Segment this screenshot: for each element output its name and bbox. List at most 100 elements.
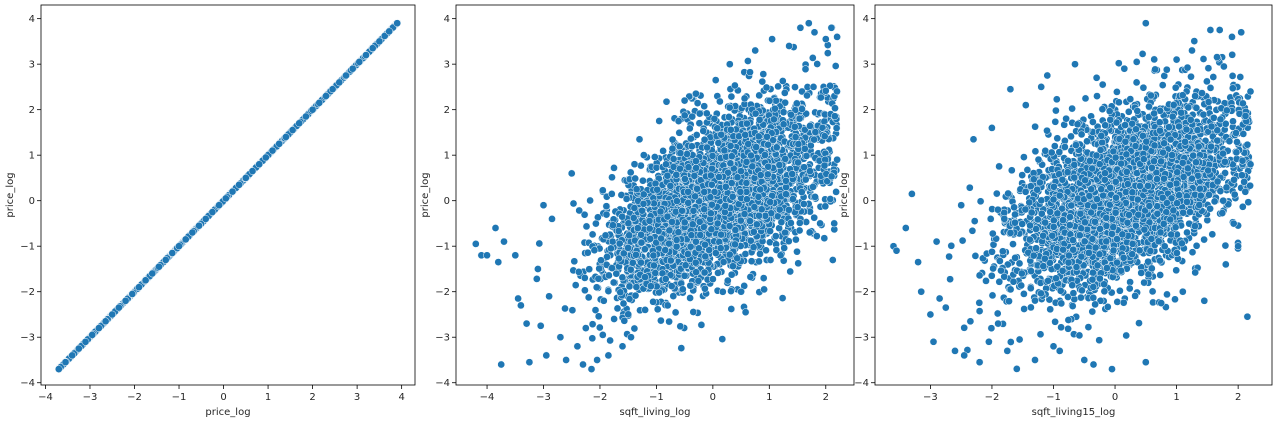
scatter-point [580,274,589,282]
scatter-point [689,308,698,316]
scatter-point [811,128,820,136]
scatter-point [622,195,631,203]
scatter-point [574,268,583,276]
scatter-point [54,365,63,373]
scatter-point [302,112,310,121]
y-tick-label: 2 [444,105,450,116]
scatter-point [625,231,634,240]
scatter-point [569,199,578,208]
scatter-point [756,171,765,179]
scatter-point [709,275,717,283]
scatter-point [809,83,818,91]
scatter-point [674,228,683,237]
scatter-point [308,105,317,114]
x-axis-label: price_log [205,407,250,418]
scatter-point [764,162,773,171]
scatter-point [813,60,822,68]
scatter-point [820,234,829,243]
scatter-point [522,319,531,328]
scatter-point [715,173,723,181]
scatter-point [620,316,629,325]
scatter-point [687,134,695,143]
scatter-point [680,271,689,280]
scatter-point [700,268,709,277]
scatter-point [593,356,601,364]
scatter-point [766,198,775,206]
scatter-point [630,160,639,169]
scatter-point [665,226,674,235]
scatter-point [385,27,394,36]
scatter-point [676,322,685,331]
scatter-point [716,97,724,106]
scatter-point [362,51,370,59]
scatter-point [115,303,123,312]
scatter-point [215,201,223,210]
scatter-point [805,228,814,237]
scatter-point [707,180,716,189]
y-tick-label: 0 [29,196,35,207]
scatter-point [571,281,580,289]
scatter-point [588,230,597,239]
scatter-points [54,19,402,373]
x-tick-label: 4 [398,392,404,403]
scatter-point [665,239,673,248]
scatter-point [626,265,635,274]
scatter-point [695,119,704,128]
scatter-point [650,261,658,270]
scatter-point [583,248,592,257]
scatter-point [702,109,711,118]
scatter-point [757,205,766,214]
y-tick-label: 2 [29,105,35,116]
scatter-point [721,182,730,191]
scatter-point [615,239,624,248]
scatter-point [761,151,769,159]
y-tick-label: −1 [20,242,35,253]
scatter-point [662,160,670,169]
scatter-point [787,219,795,227]
scatter-point [752,220,761,229]
scatter-point [681,261,690,270]
scatter-point [765,96,774,105]
scatter-point [820,161,829,170]
scatter-point [562,356,570,364]
scatter-point [141,276,150,285]
scatter-point [661,275,670,283]
scatter-point [637,238,646,247]
scatter-point [665,317,673,326]
scatter-point [741,250,750,258]
y-axis-label: price_log [5,172,16,217]
scatter-point [686,281,695,290]
scatter-panel-sqft-living15: −3 −2 −1 0 1 2−4−3−2−101234sqft_living15_logp… [839,4,1273,418]
y-tick-label: −2 [435,287,450,298]
scatter-point [759,274,768,282]
scatter-point [780,89,789,97]
scatter-point [575,206,584,215]
scatter-point [820,132,829,141]
scatter-point [235,180,243,189]
scatter-point [776,251,785,260]
scatter-point [752,143,761,151]
scatter-point [595,264,604,273]
scatter-point [794,140,803,148]
scatter-point [796,23,805,32]
scatter-point [268,146,277,155]
scatter-point [598,186,607,195]
scatter-point [614,227,623,235]
x-tick-label: −3 [83,392,98,403]
x-tick-label: 1 [265,392,271,403]
scatter-point [688,220,697,229]
scatter-point [646,234,655,243]
scatter-point [786,267,795,276]
y-tick-label: 0 [444,196,450,207]
scatter-point [754,192,763,201]
scatter-point [581,286,589,295]
scatter-point [755,211,763,220]
scatter-point [195,221,203,230]
scatter-point [733,254,742,263]
scatter-point [675,142,684,151]
scatter-point [725,103,734,112]
scatter-point [594,312,603,321]
scatter-point [624,244,632,252]
scatter-point [688,112,697,121]
scatter-point [161,256,170,264]
